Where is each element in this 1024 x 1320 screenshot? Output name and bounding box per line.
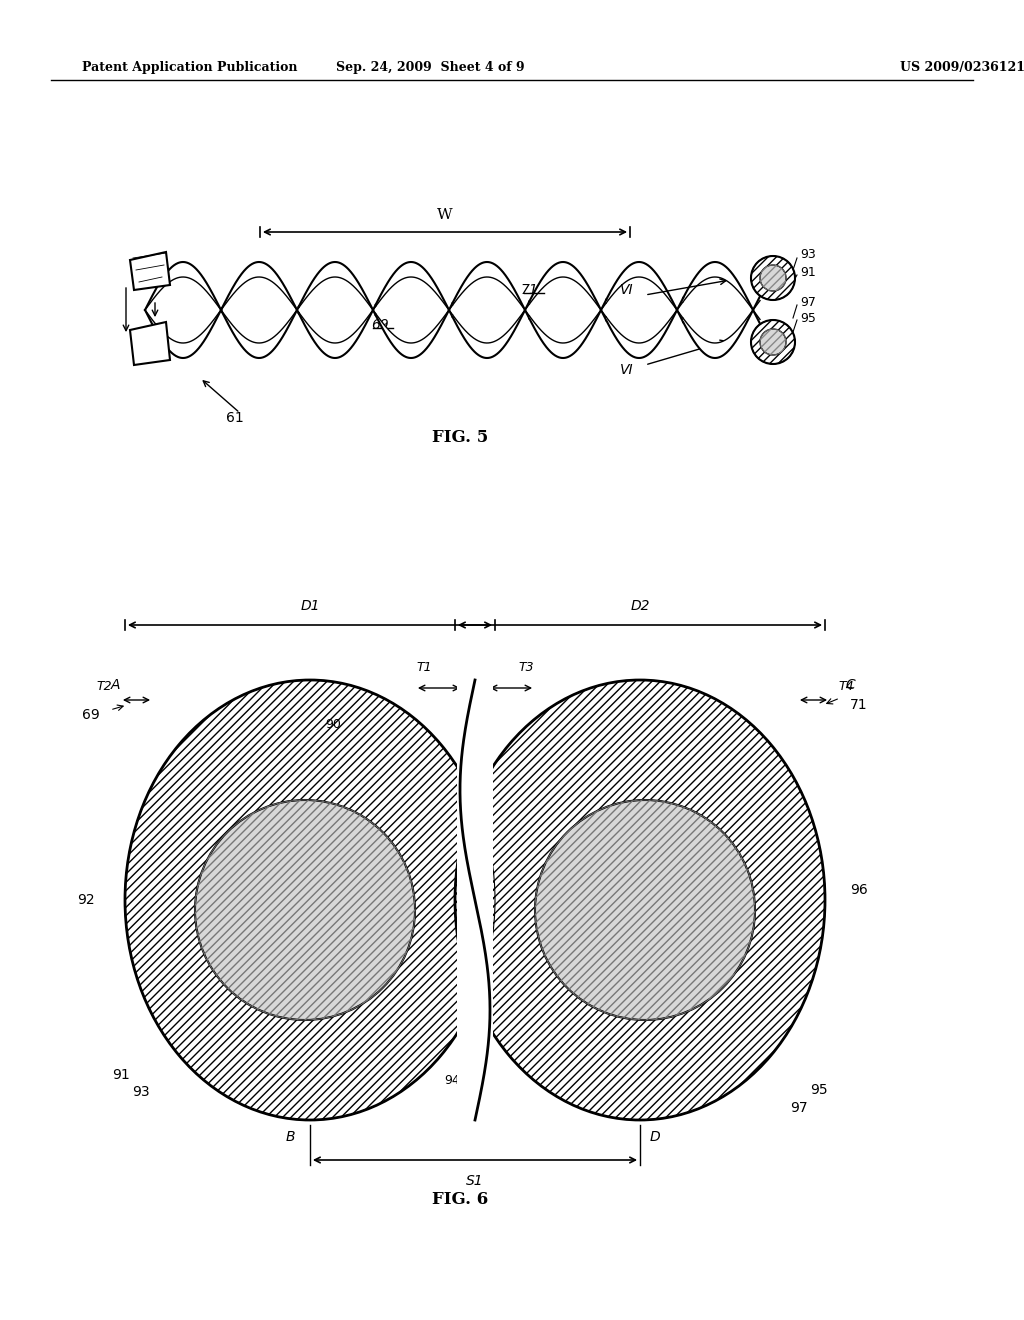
- Text: 95: 95: [810, 1082, 827, 1097]
- Text: 71: 71: [850, 698, 867, 711]
- Text: B: B: [286, 1130, 295, 1144]
- Text: 93: 93: [800, 248, 816, 261]
- Text: US 2009/0236121 A1: US 2009/0236121 A1: [900, 62, 1024, 74]
- Polygon shape: [145, 261, 222, 312]
- Text: 61: 61: [226, 411, 244, 425]
- Text: 93: 93: [132, 1085, 150, 1100]
- Text: E: E: [480, 883, 489, 898]
- Polygon shape: [529, 261, 606, 321]
- Polygon shape: [222, 306, 299, 358]
- Text: Sep. 24, 2009  Sheet 4 of 9: Sep. 24, 2009 Sheet 4 of 9: [336, 62, 524, 74]
- Text: D: D: [649, 1130, 660, 1144]
- Text: 69: 69: [82, 708, 100, 722]
- Text: 69: 69: [371, 318, 389, 333]
- Text: T2: T2: [96, 680, 112, 693]
- Polygon shape: [683, 296, 760, 358]
- Circle shape: [760, 265, 786, 290]
- Text: 91: 91: [113, 1068, 130, 1082]
- Text: D2: D2: [630, 599, 650, 612]
- Polygon shape: [145, 309, 222, 358]
- Text: 92: 92: [78, 894, 95, 907]
- Text: FIG. 5: FIG. 5: [432, 429, 488, 446]
- Text: 90: 90: [325, 718, 341, 731]
- Circle shape: [760, 329, 786, 355]
- Text: W: W: [437, 209, 453, 222]
- Polygon shape: [376, 304, 453, 358]
- Text: T1: T1: [416, 661, 432, 675]
- Circle shape: [751, 256, 795, 300]
- Text: VI: VI: [620, 282, 634, 297]
- Polygon shape: [130, 252, 170, 290]
- Text: 95: 95: [800, 312, 816, 325]
- Text: 94: 94: [444, 1073, 460, 1086]
- Text: VI: VI: [620, 363, 634, 378]
- Text: C: C: [845, 678, 855, 692]
- Polygon shape: [457, 671, 493, 1130]
- Ellipse shape: [455, 680, 825, 1119]
- Ellipse shape: [535, 800, 755, 1020]
- Polygon shape: [130, 322, 170, 366]
- Ellipse shape: [125, 680, 495, 1119]
- Text: S1: S1: [466, 1173, 483, 1188]
- Circle shape: [751, 319, 795, 364]
- Polygon shape: [299, 261, 376, 315]
- Text: A: A: [111, 678, 120, 692]
- Polygon shape: [606, 298, 683, 358]
- Text: 97: 97: [800, 296, 816, 309]
- Polygon shape: [299, 305, 376, 358]
- Text: 91: 91: [800, 265, 816, 279]
- Polygon shape: [529, 300, 606, 358]
- Polygon shape: [683, 261, 760, 323]
- Polygon shape: [376, 261, 453, 317]
- Text: T3: T3: [518, 661, 534, 675]
- Polygon shape: [453, 301, 529, 358]
- Text: 71: 71: [521, 282, 539, 297]
- Ellipse shape: [195, 800, 415, 1020]
- Polygon shape: [222, 261, 299, 313]
- Text: T4: T4: [838, 680, 854, 693]
- Polygon shape: [453, 261, 529, 318]
- Text: FIG. 6: FIG. 6: [432, 1192, 488, 1209]
- Text: Patent Application Publication: Patent Application Publication: [82, 62, 298, 74]
- Polygon shape: [606, 261, 683, 322]
- Text: 97: 97: [790, 1101, 808, 1115]
- Text: 96: 96: [850, 883, 867, 898]
- Text: D1: D1: [300, 599, 319, 612]
